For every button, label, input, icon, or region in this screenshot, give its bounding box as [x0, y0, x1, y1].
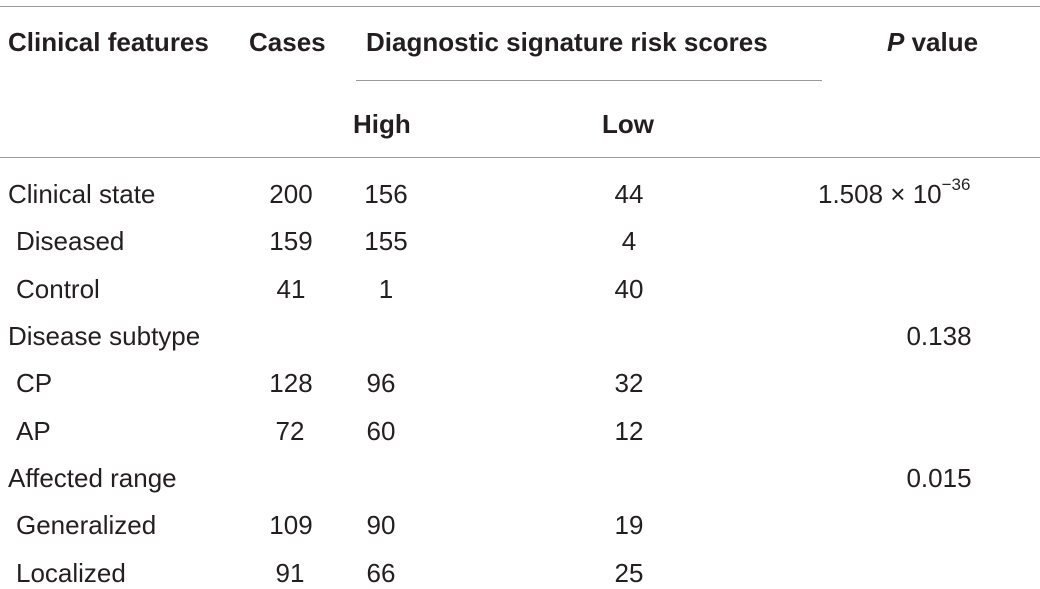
cell-feature: Generalized — [16, 510, 157, 540]
cell-low: 4 — [621, 226, 637, 256]
cell-feature: Control — [16, 274, 100, 304]
cell-cases: 128 — [269, 368, 313, 398]
cell-high: 96 — [366, 368, 396, 398]
cell-cases: 72 — [275, 416, 305, 446]
header-low: Low — [602, 109, 654, 139]
header-risk-scores: Diagnostic signature risk scores — [366, 27, 768, 57]
header-p-value: P value — [887, 27, 978, 57]
cell-low: 32 — [614, 368, 644, 398]
cell-feature: CP — [16, 368, 53, 398]
cell-cases: 41 — [276, 274, 306, 304]
cell-cases: 200 — [269, 179, 313, 209]
header-p-rest: value — [904, 27, 979, 57]
header-clinical-features: Clinical features — [8, 27, 209, 57]
header-span-rule — [356, 80, 822, 81]
cell-p-value: 0.015 — [906, 463, 972, 493]
cell-feature: Affected range — [8, 463, 177, 493]
cell-p-value: 1.508 × 10−36 — [818, 176, 970, 209]
cell-feature: Clinical state — [8, 179, 156, 209]
header-cases: Cases — [249, 27, 326, 57]
cell-high: 1 — [378, 274, 394, 304]
p-value-base: 1.508 × 10 — [818, 179, 942, 209]
cell-high: 156 — [364, 179, 408, 209]
cell-feature: Disease subtype — [8, 321, 201, 351]
p-value-exponent: −36 — [941, 175, 971, 195]
cell-feature: AP — [16, 416, 51, 446]
cell-feature: Diseased — [16, 226, 125, 256]
cell-high: 155 — [364, 226, 408, 256]
header-bottom-rule — [0, 157, 1040, 158]
header-p-italic: P — [887, 27, 905, 57]
cell-high: 60 — [366, 416, 396, 446]
cell-cases: 109 — [269, 510, 313, 540]
header-high: High — [353, 109, 411, 139]
cell-low: 12 — [614, 416, 644, 446]
cell-high: 90 — [366, 510, 396, 540]
cell-low: 19 — [614, 510, 644, 540]
cell-feature: Localized — [16, 558, 126, 588]
cell-cases: 159 — [269, 226, 313, 256]
cell-low: 44 — [614, 179, 644, 209]
top-rule — [0, 6, 1040, 7]
cell-low: 25 — [614, 558, 644, 588]
cell-high: 66 — [366, 558, 396, 588]
cell-p-value: 0.138 — [906, 321, 972, 351]
cell-cases: 91 — [275, 558, 305, 588]
cell-low: 40 — [614, 274, 644, 304]
